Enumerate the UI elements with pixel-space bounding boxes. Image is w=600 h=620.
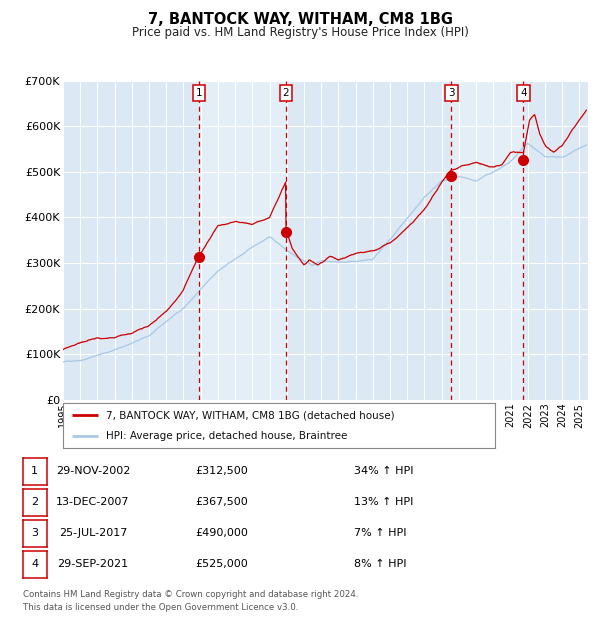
Text: 13-DEC-2007: 13-DEC-2007 [56, 497, 130, 507]
Text: HPI: Average price, detached house, Braintree: HPI: Average price, detached house, Brai… [106, 430, 347, 441]
Text: Contains HM Land Registry data © Crown copyright and database right 2024.: Contains HM Land Registry data © Crown c… [23, 590, 358, 600]
Text: £490,000: £490,000 [196, 528, 248, 538]
Text: 29-SEP-2021: 29-SEP-2021 [58, 559, 128, 569]
Text: Price paid vs. HM Land Registry's House Price Index (HPI): Price paid vs. HM Land Registry's House … [131, 26, 469, 39]
Text: 4: 4 [520, 89, 527, 99]
Text: £312,500: £312,500 [196, 466, 248, 476]
Text: 34% ↑ HPI: 34% ↑ HPI [354, 466, 413, 476]
Bar [451, 81, 523, 400]
Text: 3: 3 [448, 89, 455, 99]
Text: This data is licensed under the Open Government Licence v3.0.: This data is licensed under the Open Gov… [23, 603, 298, 612]
Text: £525,000: £525,000 [196, 559, 248, 569]
Text: 2: 2 [31, 497, 38, 507]
Text: 3: 3 [31, 528, 38, 538]
Text: 2: 2 [283, 89, 289, 99]
Text: 7, BANTOCK WAY, WITHAM, CM8 1BG (detached house): 7, BANTOCK WAY, WITHAM, CM8 1BG (detache… [106, 410, 395, 420]
Text: £367,500: £367,500 [196, 497, 248, 507]
Text: 1: 1 [31, 466, 38, 476]
Text: 7% ↑ HPI: 7% ↑ HPI [354, 528, 407, 538]
Text: 25-JUL-2017: 25-JUL-2017 [59, 528, 127, 538]
Text: 4: 4 [31, 559, 38, 569]
Text: 1: 1 [196, 89, 202, 99]
Bar [199, 81, 286, 400]
Text: 29-NOV-2002: 29-NOV-2002 [56, 466, 130, 476]
Text: 7, BANTOCK WAY, WITHAM, CM8 1BG: 7, BANTOCK WAY, WITHAM, CM8 1BG [148, 12, 452, 27]
Text: 8% ↑ HPI: 8% ↑ HPI [354, 559, 407, 569]
Text: 13% ↑ HPI: 13% ↑ HPI [354, 497, 413, 507]
